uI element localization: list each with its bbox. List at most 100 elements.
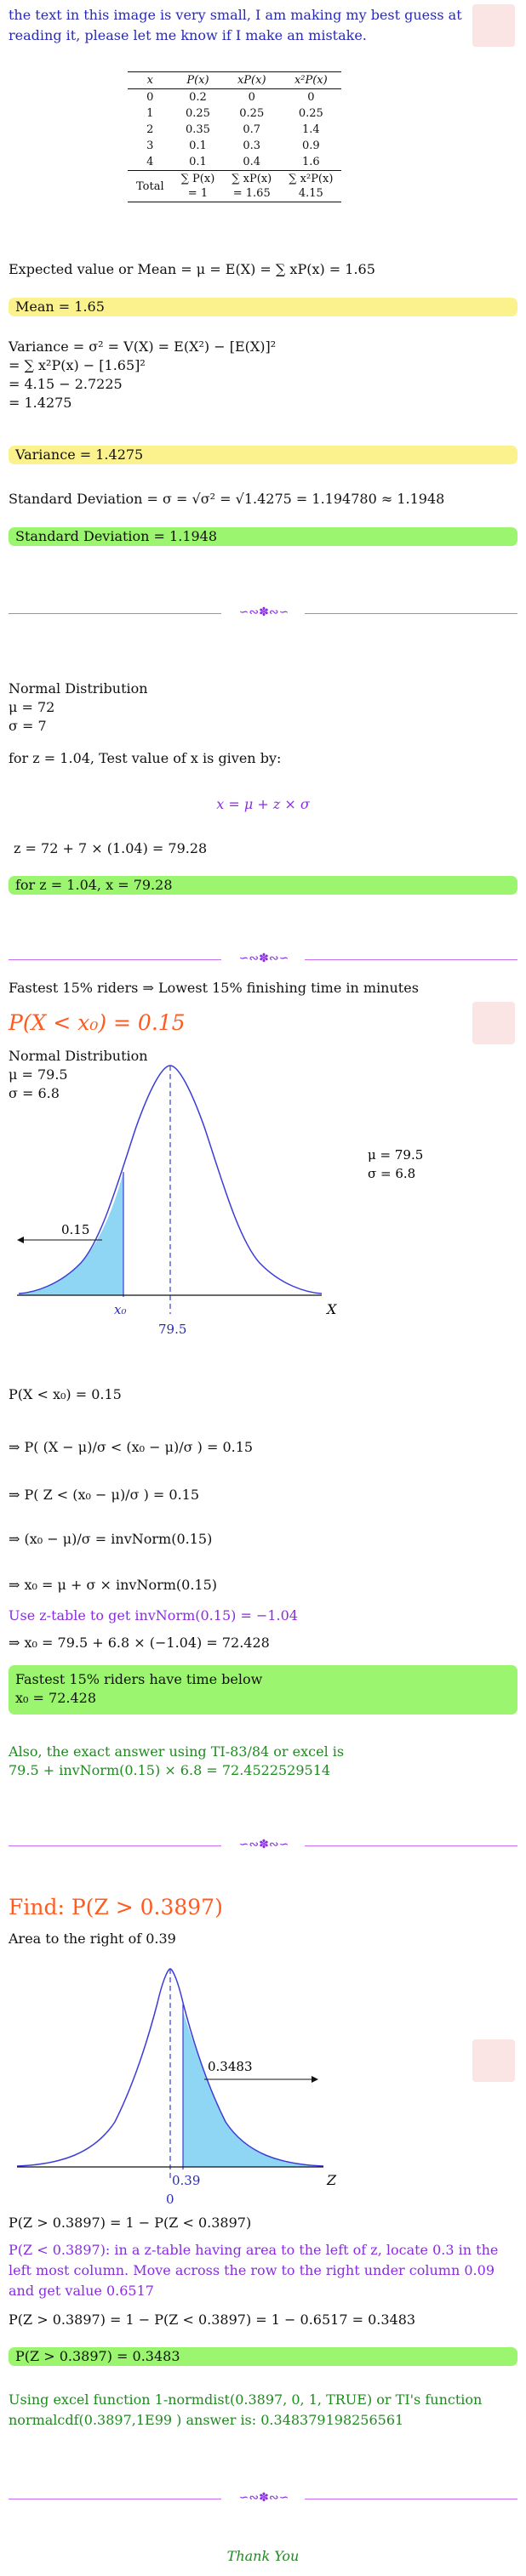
table-cell: 0.2 (189, 91, 207, 104)
ornament-icon: ∽∾✽∾∽ (238, 606, 289, 619)
table-header: P(x) (172, 71, 224, 89)
table-total-cell: ∑ P(x) = 1 (172, 170, 224, 202)
arrowhead-icon (17, 1237, 24, 1243)
normal1-mu: μ = 72 (9, 699, 55, 715)
table-cell: 0.4 (243, 156, 261, 168)
variance-line: = 1.4275 (9, 395, 72, 411)
table-header: xP(x) (223, 71, 281, 89)
variance-line: = ∑ x²P(x) − [1.65]² (9, 357, 146, 373)
table-total-cell: ∑ x²P(x) 4.15 (280, 170, 342, 202)
table-cell: 0 (146, 91, 154, 104)
section2-mu: μ = 79.5 (9, 1066, 68, 1083)
section-separator: ∽∾✽∾∽ (9, 952, 517, 968)
section2-sigma: σ = 6.8 (9, 1085, 60, 1101)
section2-step: ⇒ x₀ = μ + σ × invNorm(0.15) (9, 1577, 218, 1593)
total-formula: ∑ x²P(x) (289, 173, 334, 185)
excel-line2: normalcdf(0.3897,1E99 ) answer is: 0.348… (9, 2412, 404, 2428)
section2-result: Fastest 15% riders have time below x₀ = … (9, 1665, 517, 1714)
section3-eq1: P(Z > 0.3897) = 1 − P(Z < 0.3897) (9, 2215, 252, 2231)
area-label: 0.3483 (208, 2059, 253, 2074)
normal1-sigma: σ = 7 (9, 718, 47, 734)
area-label: 0.15 (61, 1222, 89, 1237)
section-separator: ∽∾✽∾∽ (9, 2491, 517, 2507)
normal1-result: for z = 1.04, x = 79.28 (9, 876, 517, 895)
ornament-icon: ∽∾✽∾∽ (238, 2491, 289, 2505)
table-total-row: Total ∑ P(x) = 1 ∑ xP(x) = 1.65 ∑ x²P(x) 4.… (128, 170, 342, 202)
right-tail-shaded-area (183, 2011, 315, 2167)
normal-curve-graph-left-tail: 0.15 x₀ 79.5 X μ = 79.5 σ = 6.8 (17, 1065, 423, 1337)
probability-table: x P(x) xP(x) x²P(x) 0 0.2 0 0 1 0.25 0.25 0.25… (128, 71, 342, 202)
ornament-icon: ∽∾✽∾∽ (238, 1838, 289, 1851)
table-cell: 4 (146, 156, 154, 168)
table-cell: 0.7 (243, 123, 261, 136)
normal1-prompt: for z = 1.04, Test value of x is given b… (9, 750, 282, 766)
section-separator: ∽∾✽∾∽ (9, 606, 517, 622)
zero-label: 0 (166, 2192, 174, 2207)
table-cell: 0 (248, 91, 255, 104)
total-formula: ∑ xP(x) (232, 173, 272, 185)
graph-mu-text: μ = 79.5 (368, 1147, 423, 1163)
table-cell: 0.35 (185, 123, 210, 136)
table-cell: 3 (146, 139, 154, 152)
watermark-logo-top (472, 4, 515, 47)
table-cell: 0.25 (185, 107, 210, 120)
total-value: 4.15 (298, 187, 323, 200)
table-row: 3 0.1 0.3 0.9 (128, 138, 341, 154)
watermark-logo-bottom (472, 2039, 515, 2082)
section2-dist-title: Normal Distribution (9, 1048, 148, 1064)
sd-formula: Standard Deviation = σ = √σ² = √1.4275 =… (9, 491, 445, 507)
mean-label: 79.5 (158, 1322, 186, 1337)
x0-label: x₀ (114, 1302, 126, 1317)
variance-line: = 4.15 − 2.7225 (9, 376, 123, 392)
excel-line1: Using excel function 1-normdist(0.3897, … (9, 2391, 483, 2408)
ztable-note: Use z-table to get invNorm(0.15) = −1.04 (9, 1607, 298, 1624)
left-tail-shaded-area (19, 1172, 123, 1295)
table-row: 1 0.25 0.25 0.25 (128, 105, 341, 122)
normal1-formula: x = μ + z × σ (216, 796, 310, 812)
section2-result-line2: x₀ = 72.428 (15, 1690, 96, 1706)
section3-note: P(Z < 0.3897): in a z-table having area … (9, 2242, 499, 2299)
variance-result: Variance = 1.4275 (9, 446, 517, 464)
table-cell: 1 (146, 107, 154, 120)
section3-eq2: P(Z > 0.3897) = 1 − P(Z < 0.3897) = 1 − … (9, 2312, 416, 2328)
table-cell: 0 (307, 91, 315, 104)
table-row: 4 0.1 0.4 1.6 (128, 154, 341, 171)
section3-area-text: Area to the right of 0.39 (9, 1931, 176, 1947)
total-formula: ∑ P(x) (180, 173, 215, 185)
table-cell: 0.9 (301, 139, 320, 152)
mean-result: Mean = 1.65 (9, 298, 517, 316)
table-cell: 0.3 (243, 139, 261, 152)
table-cell: 1.6 (301, 156, 320, 168)
table-total-label: Total (128, 170, 173, 202)
table-cell: 1.4 (301, 123, 320, 136)
table-cell: 2 (146, 123, 154, 136)
table-cell: 0.25 (298, 107, 323, 120)
section2-step: ⇒ P( (X − μ)/σ < (x₀ − μ)/σ ) = 0.15 (9, 1439, 254, 1455)
normal1-calc: z = 72 + 7 × (1.04) = 79.28 (14, 840, 208, 856)
table-cell: 0.1 (189, 156, 207, 168)
section2-step: P(X < x₀) = 0.15 (9, 1386, 122, 1402)
section2-final-calc: ⇒ x₀ = 79.5 + 6.8 × (−1.04) = 72.428 (9, 1635, 270, 1651)
sd-result: Standard Deviation = 1.1948 (9, 527, 517, 546)
thank-you-text: Thank You (226, 2548, 300, 2564)
table-header: x²P(x) (280, 71, 342, 89)
normal1-title: Normal Distribution (9, 680, 148, 697)
ornament-icon: ∽∾✽∾∽ (238, 952, 289, 965)
section2-heading: P(X < x₀) = 0.15 (9, 1010, 186, 1035)
total-value: = 1 (187, 187, 209, 200)
exact-answer-line1: Also, the exact answer using TI-83/84 or… (9, 1743, 345, 1760)
graph-sigma-text: σ = 6.8 (368, 1166, 415, 1181)
table-header: x (128, 71, 173, 89)
section3-heading: Find: P(Z > 0.3897) (9, 1895, 223, 1919)
x-axis-label: X (325, 1301, 337, 1317)
section2-step: ⇒ (x₀ − μ)/σ = invNorm(0.15) (9, 1531, 213, 1547)
variance-line: Variance = σ² = V(X) = E(X²) − [E(X)]² (9, 338, 277, 355)
table-row: 0 0.2 0 0 (128, 89, 341, 106)
arrowhead-icon (312, 2076, 318, 2083)
z-label: 0.39 (172, 2173, 200, 2188)
section2-result-line1: Fastest 15% riders have time below (15, 1671, 263, 1687)
section-separator: ∽∾✽∾∽ (9, 1838, 517, 1854)
normal-curve-graph-right-tail: 0.3483 0.39 0 Z (16, 1968, 337, 2207)
section3-result: P(Z > 0.3897) = 0.3483 (9, 2347, 517, 2366)
watermark-logo-mid (472, 1002, 515, 1044)
